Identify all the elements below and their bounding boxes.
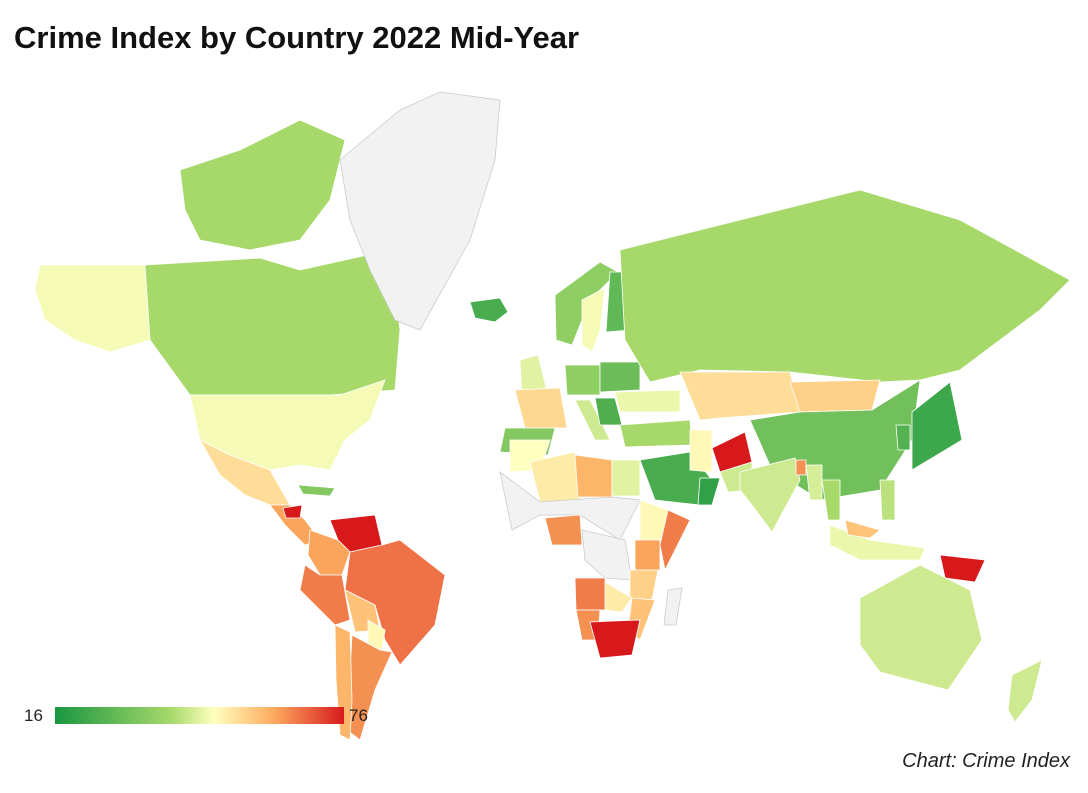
region-canadian-arctic-islands[interactable]: Canadian Arctic Islands: 40 bbox=[179, 119, 346, 251]
region-zambia[interactable]: Zambia: 52 bbox=[604, 581, 633, 613]
region-peru[interactable]: Peru: 66 bbox=[299, 564, 351, 626]
region-egypt[interactable]: Egypt: 46 bbox=[611, 459, 641, 497]
region-south-korea[interactable]: South Korea: 26 bbox=[895, 424, 911, 451]
legend-min-label: 16 bbox=[24, 706, 43, 725]
region-myanmar[interactable]: Myanmar: 45 bbox=[805, 464, 823, 501]
region-canada[interactable]: Canada: 40 bbox=[144, 249, 401, 396]
region-germany[interactable]: Germany: 36 bbox=[564, 364, 601, 396]
region-new-zealand[interactable]: New Zealand: 44 bbox=[1007, 659, 1043, 723]
legend-color-scale bbox=[55, 707, 344, 724]
region-iceland[interactable]: Iceland: 24 bbox=[469, 297, 509, 323]
region-alaska-usa[interactable]: Alaska (USA): 48 bbox=[34, 264, 151, 353]
region-japan[interactable]: Japan: 22 bbox=[911, 381, 963, 471]
region-kenya[interactable]: Kenya: 62 bbox=[634, 539, 661, 571]
region-madagascar[interactable]: Madagascar bbox=[663, 587, 683, 626]
region-australia[interactable]: Australia: 44 bbox=[859, 564, 983, 691]
region-france[interactable]: France: 55 bbox=[514, 387, 568, 429]
region-indonesia[interactable]: Indonesia: 47 bbox=[829, 524, 926, 561]
region-central-africa[interactable]: Central Africa bbox=[581, 529, 633, 581]
region-nigeria[interactable]: Nigeria: 64 bbox=[544, 514, 583, 546]
chart-source: Chart: Crime Index bbox=[902, 750, 1070, 772]
region-angola[interactable]: Angola: 66 bbox=[574, 577, 608, 611]
region-cuba[interactable]: Cuba: 34 bbox=[297, 484, 336, 497]
region-malaysia[interactable]: Malaysia: 58 bbox=[844, 519, 881, 539]
region-papua-new-guinea[interactable]: Papua New Guinea: 76 bbox=[939, 554, 986, 583]
region-mongolia[interactable]: Mongolia: 56 bbox=[789, 379, 881, 413]
region-tanzania[interactable]: Tanzania: 56 bbox=[629, 569, 659, 601]
chart-title: Crime Index by Country 2022 Mid-Year bbox=[14, 20, 580, 55]
region-thailand[interactable]: Thailand: 40 bbox=[821, 479, 841, 521]
region-libya[interactable]: Libya: 60 bbox=[574, 454, 613, 498]
region-bangladesh[interactable]: Bangladesh: 64 bbox=[795, 459, 807, 476]
region-ukraine[interactable]: Ukraine: 47 bbox=[614, 389, 681, 413]
region-kazakhstan[interactable]: Kazakhstan: 54 bbox=[679, 371, 801, 421]
region-oman[interactable]: Oman: 20 bbox=[697, 477, 721, 506]
region-india[interactable]: India: 44 bbox=[739, 457, 801, 533]
region-turkey[interactable]: Turkey: 40 bbox=[619, 419, 693, 448]
region-italy[interactable]: Italy: 44 bbox=[574, 399, 611, 441]
legend-max-label: 76 bbox=[349, 706, 368, 725]
region-somalia[interactable]: Somalia: 66 bbox=[659, 509, 691, 572]
region-south-africa[interactable]: South Africa: 76 bbox=[589, 619, 641, 659]
region-russia[interactable]: Russia: 40 bbox=[619, 189, 1071, 383]
region-iran[interactable]: Iran: 50 bbox=[689, 429, 713, 473]
region-poland[interactable]: Poland: 30 bbox=[599, 361, 641, 393]
region-sweden[interactable]: Sweden: 48 bbox=[581, 287, 606, 353]
region-honduras[interactable]: Honduras: 76 bbox=[282, 504, 303, 519]
region-greenland[interactable]: Greenland bbox=[339, 91, 501, 331]
region-philippines[interactable]: Philippines: 42 bbox=[879, 479, 896, 521]
